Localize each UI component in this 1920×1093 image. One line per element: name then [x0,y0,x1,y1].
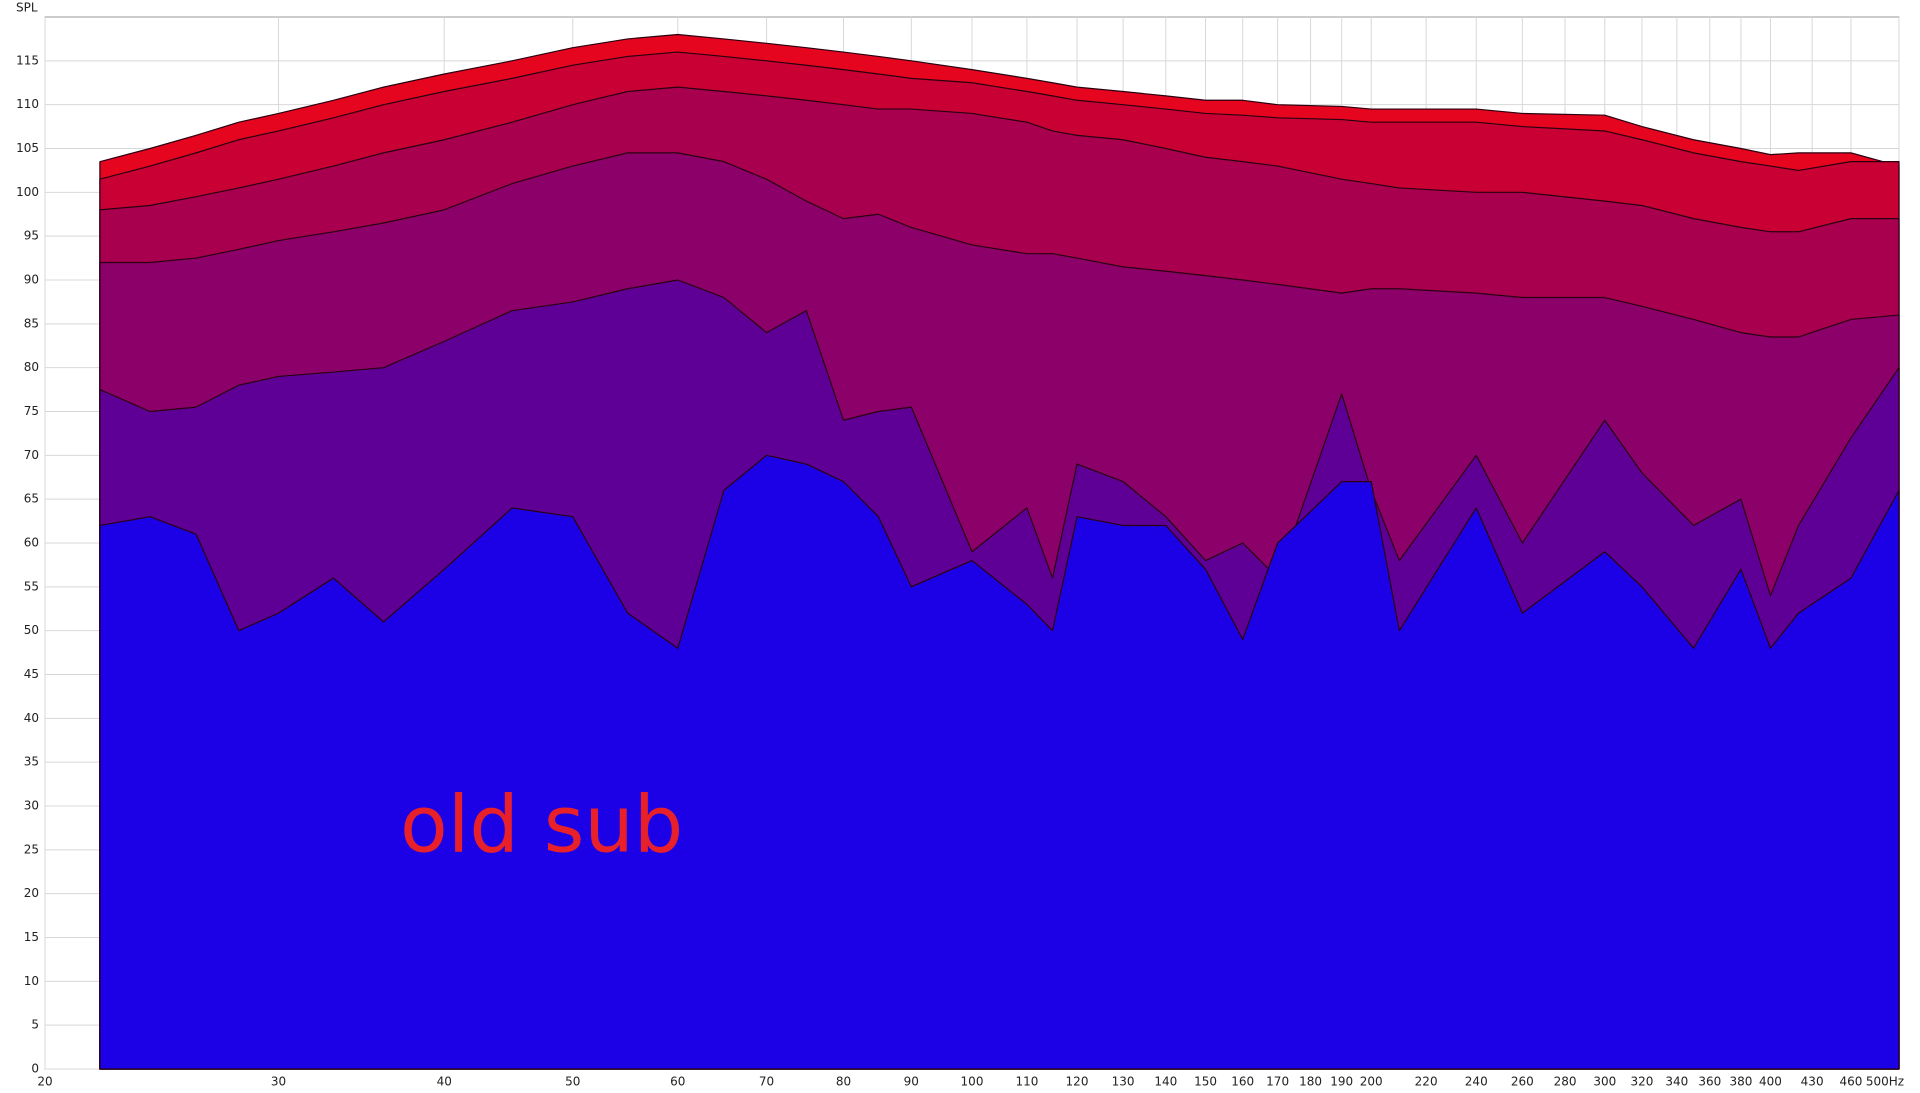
x-tick-label: 340 [1665,1075,1688,1089]
annotation: old sub [400,780,683,870]
y-tick-label: 20 [24,886,39,900]
x-tick-label: 220 [1415,1075,1438,1089]
y-tick-label: 110 [16,97,39,111]
area-layer [99,454,1900,1070]
x-tick-label: 190 [1330,1075,1353,1089]
y-tick-label: 80 [24,360,39,374]
y-tick-label: 45 [24,667,39,681]
x-tick-label: 140 [1154,1075,1177,1089]
y-axis-label: SPL [16,1,38,15]
x-tick-label: 40 [437,1075,452,1089]
y-tick-label: 0 [31,1062,39,1076]
x-tick-label: 200 [1360,1075,1383,1089]
x-tick-label: 50 [565,1075,580,1089]
x-tick-label: 70 [759,1075,774,1089]
y-tick-label: 75 [24,404,39,418]
x-tick-label: 260 [1511,1075,1534,1089]
x-tick-label: 120 [1066,1075,1089,1089]
x-tick-label: 360 [1698,1075,1721,1089]
x-tick-label: 430 [1801,1075,1824,1089]
y-tick-label: 105 [16,141,39,155]
x-tick-label: 150 [1194,1075,1217,1089]
x-tick-label: 500Hz [1866,1075,1904,1089]
labels: 0 5 10 15 20 25 30 35 40 45 50 55 60 65 70 75 80 85 90 95 10… [16,53,1904,1088]
y-tick-label: 10 [24,974,39,988]
x-tick-label: 110 [1015,1075,1038,1089]
y-tick-label: 70 [24,448,39,462]
x-tick-label: 160 [1231,1075,1254,1089]
x-tick-label: 180 [1299,1075,1322,1089]
x-tick-label: 300 [1593,1075,1616,1089]
y-tick-label: 25 [24,842,39,856]
x-tick-label: 80 [836,1075,851,1089]
x-tick-label: 30 [271,1075,286,1089]
x-tick-label: 240 [1465,1075,1488,1089]
x-tick-label: 460 [1840,1075,1863,1089]
y-tick-label: 90 [24,273,39,287]
y-tick-label: 35 [24,755,39,769]
x-tick-label: 100 [961,1075,984,1089]
x-tick-label: 400 [1759,1075,1782,1089]
x-tick-label: 130 [1112,1075,1135,1089]
x-tick-label: 320 [1630,1075,1653,1089]
y-tick-label: 65 [24,492,39,506]
x-tick-label: 280 [1554,1075,1577,1089]
y-tick-label: 60 [24,536,39,550]
y-tick-label: 95 [24,229,39,243]
x-tick-label: 170 [1266,1075,1289,1089]
x-tick-label: 380 [1729,1075,1752,1089]
y-tick-label: 55 [24,579,39,593]
areas [99,33,1900,1070]
y-tick-label: 115 [16,53,39,67]
y-tick-label: 15 [24,930,39,944]
y-tick-label: 100 [16,185,39,199]
x-tick-label: 90 [904,1075,919,1089]
y-tick-label: 5 [31,1018,39,1032]
y-tick-label: 85 [24,316,39,330]
y-tick-label: 40 [24,711,39,725]
y-tick-label: 50 [24,623,39,637]
x-tick-label: 60 [670,1075,685,1089]
y-tick-label: 30 [24,799,39,813]
x-tick-label: 20 [37,1075,52,1089]
